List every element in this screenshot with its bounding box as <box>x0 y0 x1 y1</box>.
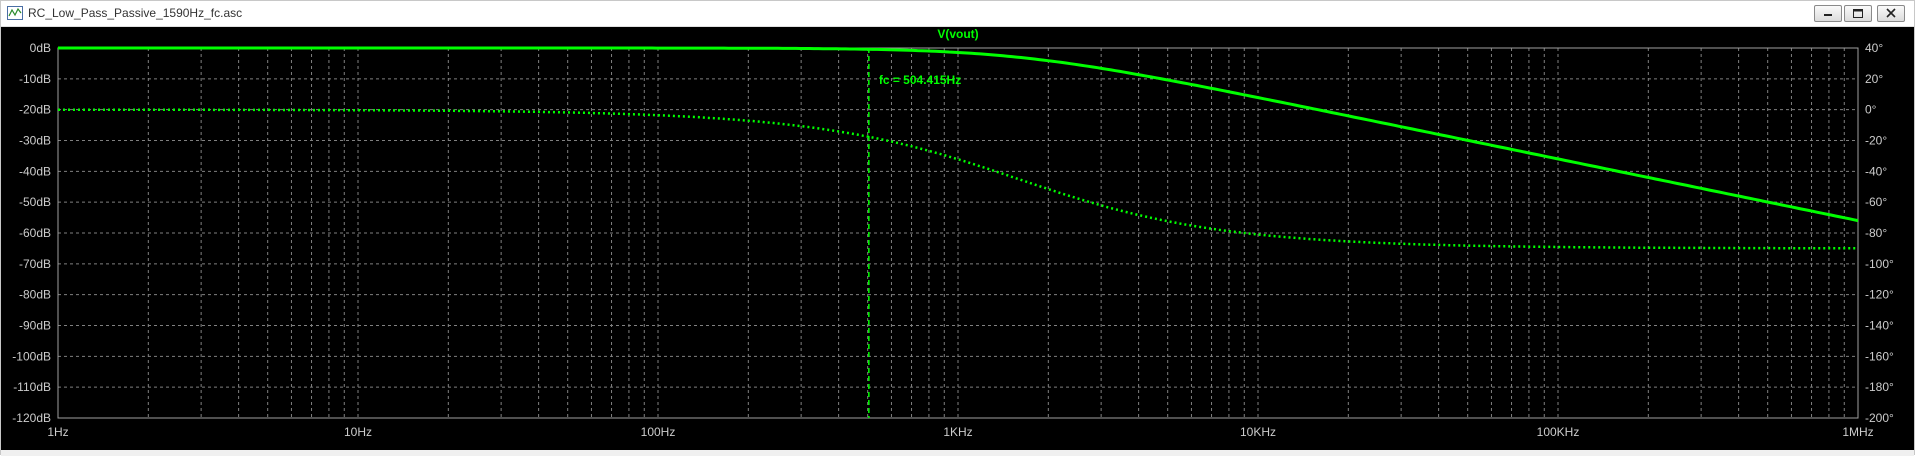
axes-layer: 0dB -10dB -20dB -30dB -40dB -50dB -60dB -70dB -8… <box>12 41 1894 439</box>
x-tick-label: 100Hz <box>641 425 676 439</box>
y-left-tick-label: -20dB <box>19 103 51 117</box>
y-left-tick-label: -120dB <box>12 411 51 425</box>
y-right-tick-label: -100° <box>1865 257 1894 271</box>
y-left-tick-label: -90dB <box>19 319 51 333</box>
trace-title[interactable]: V(vout) <box>937 27 978 41</box>
title-bar[interactable]: RC_Low_Pass_Passive_1590Hz_fc.asc <box>1 1 1914 27</box>
x-tick-label: 10Hz <box>344 425 372 439</box>
cursor-readout: fc = 504.415Hz <box>879 73 961 87</box>
y-right-tick-label: -200° <box>1865 411 1894 425</box>
y-right-tick-label: -60° <box>1865 195 1887 209</box>
y-left-tick-label: -10dB <box>19 72 51 86</box>
restore-icon <box>1853 9 1863 18</box>
y-left-tick-label: -30dB <box>19 134 51 148</box>
y-right-tick-label: 20° <box>1865 72 1883 86</box>
y-left-tick-label: -110dB <box>13 380 51 394</box>
x-tick-label: 1KHz <box>943 425 972 439</box>
close-icon <box>1886 8 1896 18</box>
plot-pane[interactable]: 0dB -10dB -20dB -30dB -40dB -50dB -60dB -70dB -8… <box>1 27 1914 454</box>
y-right-tick-label: -180° <box>1865 380 1894 394</box>
y-left-tick-label: -40dB <box>19 164 51 178</box>
x-tick-label: 10KHz <box>1240 425 1276 439</box>
y-left-tick-label: 0dB <box>30 41 51 55</box>
y-left-tick-label: -70dB <box>19 257 51 271</box>
y-right-tick-label: -160° <box>1865 349 1894 363</box>
x-tick-label: 100KHz <box>1537 425 1580 439</box>
y-left-tick-label: -60dB <box>19 226 51 240</box>
y-right-tick-label: -80° <box>1865 226 1887 240</box>
trace-layer <box>58 46 1859 418</box>
y-left-tick-label: -50dB <box>19 195 51 209</box>
phase-trace <box>58 108 1858 250</box>
window-title: RC_Low_Pass_Passive_1590Hz_fc.asc <box>28 6 243 20</box>
x-tick-label: 1MHz <box>1842 425 1873 439</box>
y-left-tick-label: -100dB <box>12 349 51 363</box>
minimize-icon <box>1824 14 1832 16</box>
x-tick-label: 1Hz <box>47 425 68 439</box>
restore-button[interactable] <box>1844 5 1872 22</box>
y-left-tick-label: -80dB <box>19 288 51 302</box>
y-right-tick-label: 0° <box>1865 103 1877 117</box>
plot-frame <box>57 47 1859 419</box>
y-right-tick-label: -40° <box>1865 164 1887 178</box>
minimize-button[interactable] <box>1814 5 1842 22</box>
waveform-app-icon <box>7 6 23 20</box>
y-right-tick-label: 40° <box>1865 41 1883 55</box>
bode-plot[interactable]: 0dB -10dB -20dB -30dB -40dB -50dB -60dB -70dB -8… <box>1 27 1914 454</box>
close-button[interactable] <box>1877 5 1905 22</box>
magnitude-trace <box>58 46 1859 223</box>
label-layer: V(vout) fc = 504.415Hz <box>879 27 979 87</box>
y-right-tick-label: -140° <box>1865 319 1894 333</box>
y-right-tick-label: -20° <box>1865 134 1887 148</box>
y-right-tick-label: -120° <box>1865 288 1894 302</box>
window-bottom-border <box>1 450 1914 456</box>
grid-layer <box>57 47 1859 419</box>
